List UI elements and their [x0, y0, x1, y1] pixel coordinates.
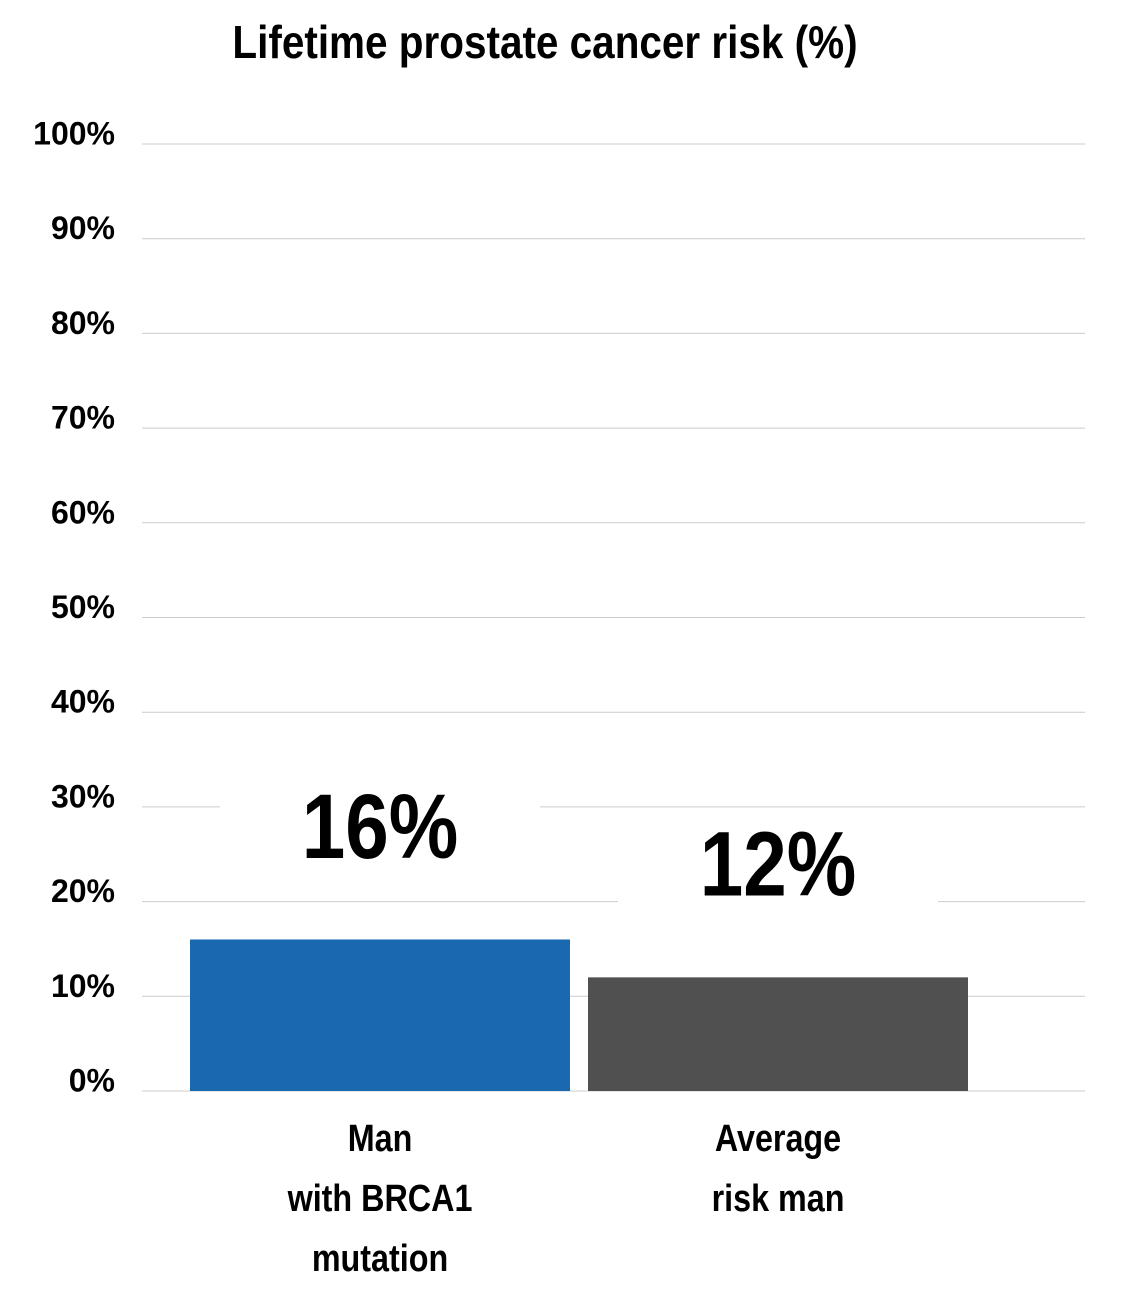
- chart-title: Lifetime prostate cancer risk (%): [232, 18, 857, 69]
- data-label: 16%: [302, 776, 458, 878]
- bar: [190, 939, 570, 1091]
- label-background: [618, 812, 938, 923]
- y-tick-label: 10%: [51, 968, 115, 1004]
- label-background: [220, 774, 540, 885]
- x-tick-label: Average risk man: [711, 1118, 845, 1220]
- y-tick-label: 80%: [51, 305, 115, 341]
- y-tick-label: 90%: [51, 210, 115, 246]
- y-tick-label: 30%: [51, 778, 115, 814]
- data-label: 12%: [700, 814, 856, 916]
- y-tick-label: 70%: [51, 400, 115, 436]
- y-tick-label: 40%: [51, 684, 115, 720]
- bar: [588, 977, 968, 1091]
- y-tick-label: 100%: [33, 115, 115, 151]
- x-tick-label: Man with BRCA1 mutation: [287, 1118, 473, 1280]
- y-tick-label: 0%: [69, 1062, 115, 1098]
- y-tick-label: 50%: [51, 589, 115, 625]
- y-tick-label: 20%: [51, 873, 115, 909]
- y-tick-label: 60%: [51, 494, 115, 530]
